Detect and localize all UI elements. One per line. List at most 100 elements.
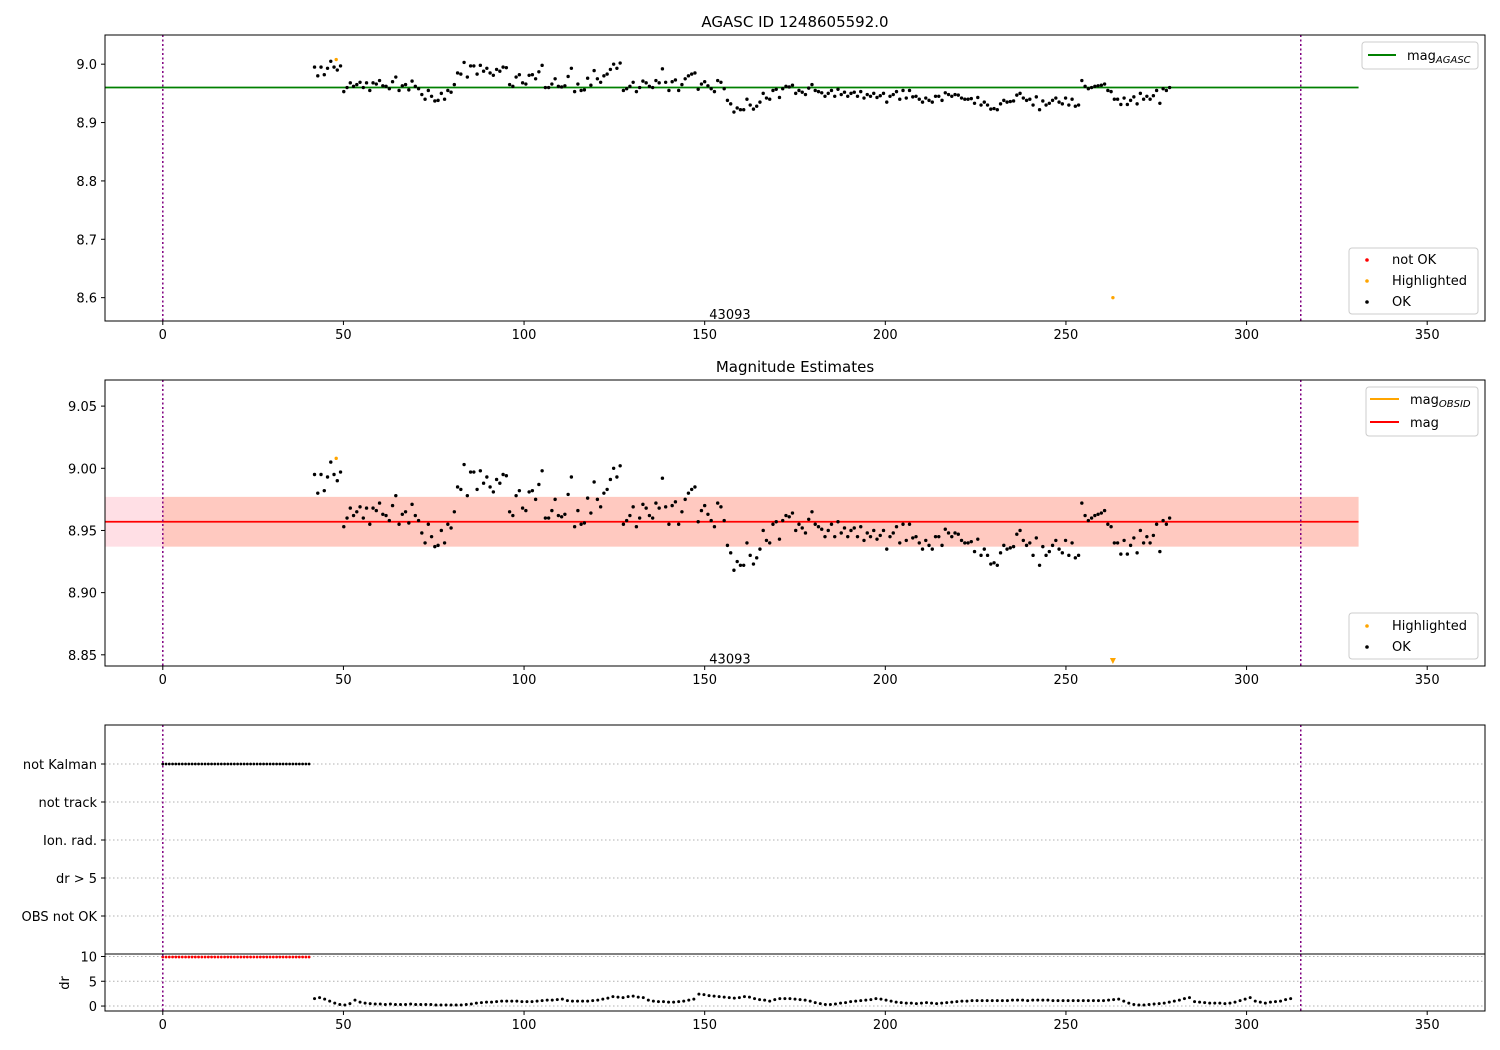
not-kalman-point — [190, 762, 194, 766]
dr-point — [985, 999, 989, 1003]
ok-point — [1128, 543, 1133, 548]
not-kalman-point — [193, 762, 197, 766]
dr-point — [1238, 999, 1242, 1003]
ok-point — [803, 531, 808, 535]
ok-point — [550, 508, 554, 513]
y-tick-label: 8.90 — [68, 587, 97, 602]
ok-point — [572, 89, 577, 94]
ok-point — [1054, 96, 1058, 100]
not-kalman-point — [187, 762, 191, 766]
dr-high-point — [304, 955, 308, 959]
ok-point — [1096, 512, 1100, 516]
dr-point — [722, 995, 726, 999]
dr-point — [353, 998, 357, 1002]
ok-point — [920, 100, 925, 104]
ok-point — [732, 110, 736, 114]
ok-point — [442, 541, 447, 545]
ok-point — [1028, 541, 1032, 545]
ok-point — [924, 538, 928, 543]
dr-point — [793, 997, 797, 1001]
not-kalman-point — [223, 762, 226, 766]
x-tick-label: 200 — [873, 673, 898, 688]
not-kalman-point — [281, 762, 285, 766]
dr-point — [1046, 998, 1050, 1002]
ok-point — [1089, 516, 1094, 520]
dr-point — [955, 1000, 959, 1004]
dr-point — [732, 996, 736, 1000]
ok-point — [335, 68, 339, 72]
ok-point — [342, 89, 346, 94]
ok-point — [943, 527, 947, 531]
ok-point — [436, 98, 440, 103]
ok-point — [768, 97, 772, 101]
dr-point — [540, 999, 544, 1003]
legend-label: magOBSID — [1410, 393, 1471, 410]
dr-point — [474, 1001, 478, 1005]
ok-point — [582, 521, 587, 525]
dr-point — [778, 997, 782, 1001]
ok-point — [608, 67, 613, 72]
dr-high-point — [245, 955, 249, 959]
ok-point — [631, 505, 635, 509]
ok-point — [881, 528, 886, 533]
ok-point — [794, 91, 798, 96]
ok-point — [563, 512, 567, 516]
ok-point — [1008, 99, 1013, 104]
ok-point — [624, 518, 629, 523]
ok-point — [992, 561, 996, 565]
ok-point — [868, 94, 873, 98]
x-tick-label: 350 — [1415, 1018, 1440, 1033]
dr-point — [909, 1001, 913, 1005]
ok-point — [394, 75, 398, 79]
dr-point — [1182, 997, 1186, 1001]
ok-point — [1096, 84, 1100, 88]
dr-point — [469, 1002, 473, 1006]
ok-point — [686, 74, 691, 78]
ok-point — [829, 522, 834, 526]
ok-point — [478, 469, 483, 473]
ok-point — [407, 88, 411, 92]
ok-point — [1034, 536, 1039, 540]
ok-point — [491, 490, 496, 494]
ok-point — [517, 72, 522, 77]
ok-point — [794, 528, 798, 533]
ok-point — [1109, 89, 1113, 94]
ok-point — [888, 534, 892, 539]
ok-point — [319, 472, 323, 477]
dr-point — [565, 999, 569, 1003]
ok-point — [927, 543, 931, 548]
not-kalman-point — [258, 762, 262, 766]
ok-point — [715, 78, 720, 83]
dr-point — [788, 997, 792, 1001]
dr-point — [1263, 1001, 1267, 1005]
dr-point — [439, 1003, 443, 1007]
ok-point — [511, 84, 515, 89]
ok-point — [462, 60, 466, 65]
ok-point — [1151, 94, 1156, 98]
ok-point — [1093, 84, 1097, 89]
ok-point — [904, 96, 908, 100]
ok-point — [1138, 528, 1143, 533]
ok-point — [429, 534, 434, 539]
ok-point — [1063, 538, 1068, 543]
dr-high-point — [281, 955, 285, 959]
ok-point — [1138, 91, 1143, 96]
dr-point — [378, 1002, 382, 1006]
dr-point — [935, 1002, 939, 1006]
not-kalman-point — [249, 762, 252, 766]
ok-point — [888, 94, 892, 98]
ok-point — [875, 95, 879, 100]
ok-point — [937, 94, 941, 98]
ok-point — [813, 88, 817, 93]
ok-point — [813, 522, 817, 526]
ok-point — [761, 91, 765, 96]
ok-point — [1099, 83, 1104, 87]
dr-high-point — [239, 955, 243, 959]
ok-point — [839, 531, 843, 535]
ok-point — [1135, 551, 1139, 555]
ok-point — [358, 505, 362, 509]
ok-point — [1132, 95, 1136, 99]
ok-point — [543, 85, 548, 90]
dr-point — [854, 999, 858, 1003]
ok-point — [1034, 95, 1039, 99]
